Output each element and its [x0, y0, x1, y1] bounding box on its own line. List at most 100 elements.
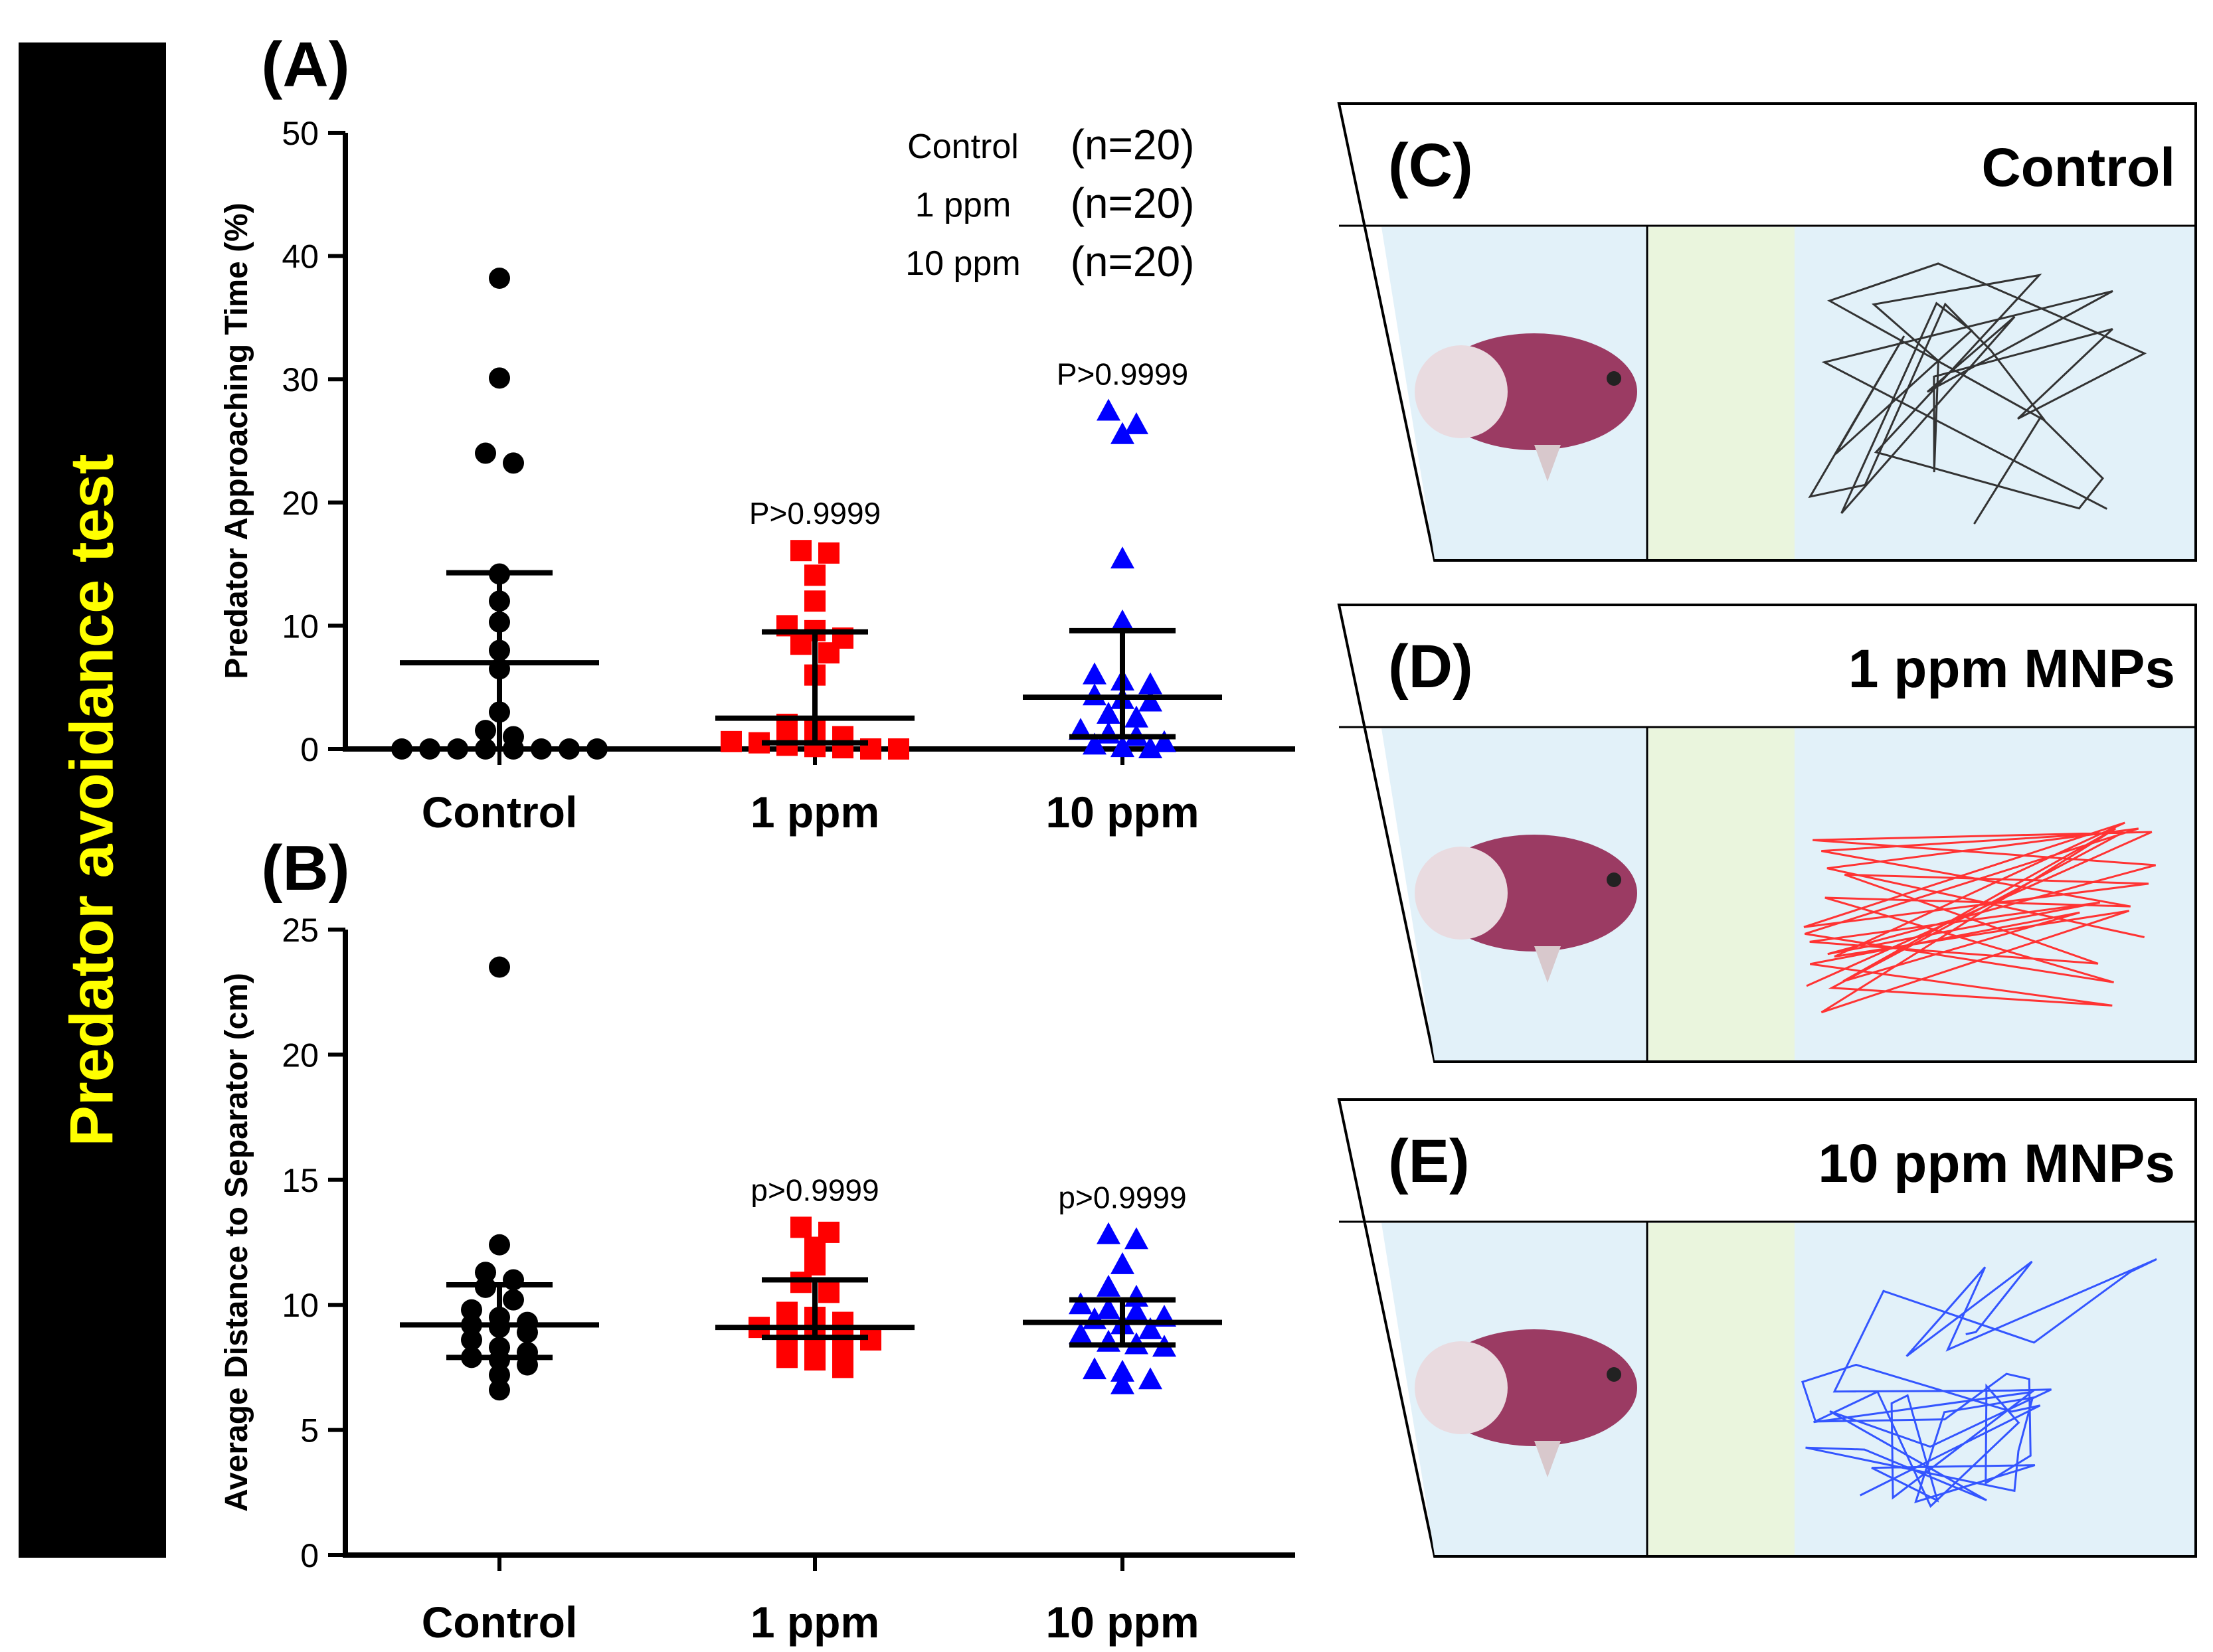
chart-b: (B) 0 5 10 15 20 25 Average Distance to Separat… [219, 833, 1295, 1647]
tank-middle-zone [1648, 728, 1795, 1060]
x-tick-label: 10 ppm [1045, 1598, 1199, 1647]
data-point-0-1 [818, 542, 840, 564]
data-point-1-2 [1124, 1299, 1148, 1322]
data-point-1-0 [489, 1234, 510, 1256]
y-tick-label: 20 [282, 1036, 319, 1074]
data-point-1-0 [461, 1299, 482, 1321]
panel-label: (C) [1388, 131, 1473, 199]
y-tick-label: 10 [282, 608, 319, 645]
data-point-0-0 [419, 738, 440, 760]
data-point-1-2 [1097, 1274, 1120, 1297]
x-tick-label: 1 ppm [751, 1598, 879, 1647]
data-point-1-2 [1069, 1292, 1093, 1315]
y-tick-label: 0 [300, 1537, 319, 1574]
legend-name: 1 ppm [915, 186, 1012, 224]
tank-right-zone [1795, 1223, 2194, 1555]
fish-picture [1415, 1329, 1637, 1477]
data-point-0-0 [391, 738, 412, 760]
fish-tail [1415, 345, 1508, 438]
data-point-0-0 [559, 738, 580, 760]
fish-tail [1415, 1341, 1508, 1434]
data-point-1-2 [1083, 1357, 1106, 1380]
significance-annotation: P>0.9999 [749, 496, 881, 531]
data-point-1-1 [804, 1349, 826, 1371]
y-tick-label: 50 [282, 115, 319, 152]
tank-middle-zone [1648, 227, 1795, 559]
panel-c-control-trace: (C) Control [1337, 102, 2197, 562]
legend-name: Control [907, 127, 1019, 166]
data-point-1-2 [1138, 1367, 1162, 1390]
data-point-0-0 [489, 367, 510, 389]
panel-label: (D) [1388, 633, 1473, 701]
y-axis-label: Average Distance to Separator (cm) [219, 973, 254, 1512]
data-point-0-2 [1083, 732, 1106, 755]
x-tick-label: 10 ppm [1045, 787, 1199, 837]
y-tick-label: 30 [282, 361, 319, 398]
data-point-0-0 [475, 720, 496, 742]
x-tick-label: Control [422, 787, 578, 837]
data-point-0-2 [1152, 730, 1176, 752]
data-point-1-2 [1110, 1372, 1134, 1394]
fish-eye [1607, 1367, 1621, 1382]
y-tick-label: 5 [300, 1412, 319, 1449]
data-point-0-1 [790, 540, 812, 562]
data-point-1-2 [1138, 1317, 1162, 1339]
panel-label: (B) [261, 833, 349, 904]
data-point-0-0 [503, 452, 524, 474]
data-point-0-2 [1110, 609, 1134, 631]
data-point-1-0 [489, 1379, 510, 1401]
chart-a: (A) 0 10 20 30 40 50 Predator Approaching Time … [219, 29, 1295, 837]
panel-e-10ppm-trace: (E) 10 ppm MNPs [1337, 1098, 2197, 1558]
data-point-1-2 [1124, 1227, 1148, 1250]
data-point-0-2 [1110, 735, 1134, 758]
side-title: Predator avoidance test [58, 454, 126, 1147]
fish-tail [1415, 847, 1508, 940]
data-point-1-2 [1097, 1222, 1120, 1244]
data-point-0-2 [1110, 546, 1134, 569]
data-point-1-1 [790, 1216, 812, 1238]
y-tick-label: 20 [282, 485, 319, 522]
data-point-0-1 [790, 633, 812, 655]
data-point-0-2 [1124, 705, 1148, 728]
panel-title: 10 ppm MNPs [1818, 1133, 2175, 1194]
data-point-0-2 [1083, 662, 1106, 685]
data-point-0-2 [1138, 736, 1162, 758]
fish-eye [1607, 872, 1621, 887]
data-point-0-2 [1097, 398, 1120, 421]
data-point-0-1 [888, 738, 909, 760]
data-point-0-0 [489, 268, 510, 289]
data-point-0-1 [804, 564, 826, 586]
data-point-0-2 [1110, 422, 1134, 444]
data-point-1-2 [1097, 1297, 1120, 1319]
data-point-1-2 [1110, 1252, 1134, 1274]
data-point-0-0 [586, 738, 608, 760]
legend-n: (n=20) [1071, 238, 1195, 286]
y-tick-label: 25 [282, 912, 319, 949]
legend-n: (n=20) [1071, 121, 1195, 169]
data-point-1-1 [832, 1357, 853, 1378]
significance-annotation: p>0.9999 [751, 1173, 879, 1207]
data-point-1-0 [475, 1262, 496, 1283]
significance-annotation: P>0.9999 [1057, 357, 1188, 391]
tank-right-zone [1795, 728, 2194, 1060]
data-point-1-0 [461, 1329, 482, 1351]
data-point-0-1 [804, 590, 826, 612]
data-point-0-2 [1138, 672, 1162, 695]
tank-middle-zone [1648, 1223, 1795, 1555]
significance-annotation: p>0.9999 [1058, 1181, 1186, 1215]
y-tick-label: 15 [282, 1162, 319, 1199]
data-point-0-1 [818, 642, 840, 664]
data-point-0-2 [1097, 721, 1120, 744]
y-axis-label: Predator Approaching Time (%) [219, 203, 254, 679]
y-tick-label: 0 [300, 731, 319, 768]
y-tick-label: 10 [282, 1287, 319, 1324]
y-tick-label: 40 [282, 238, 319, 276]
data-point-1-2 [1069, 1322, 1093, 1345]
panel-d-1ppm-trace: (D) 1 ppm MNPs [1337, 604, 2197, 1063]
data-point-1-1 [818, 1281, 840, 1303]
x-tick-label: 1 ppm [751, 787, 879, 837]
x-tick-label: Control [422, 1598, 578, 1647]
legend-n: (n=20) [1071, 179, 1195, 227]
side-banner: Predator avoidance test [19, 42, 166, 1558]
data-point-0-2 [1124, 412, 1148, 434]
